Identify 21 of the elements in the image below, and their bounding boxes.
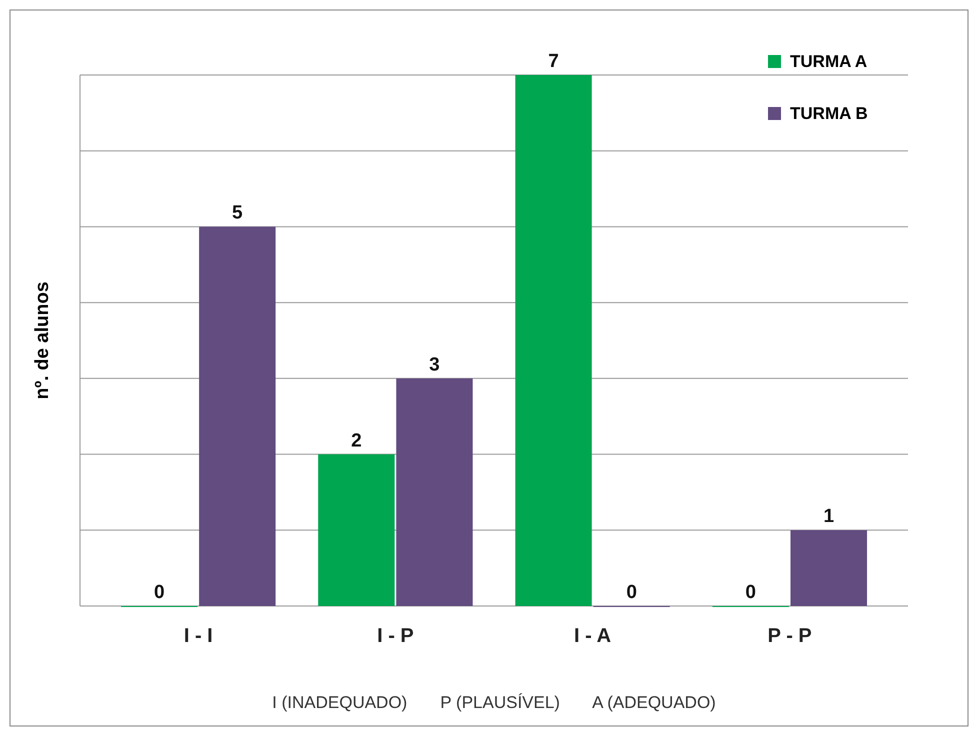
x-axis-title: I (INADEQUADO) P (PLAUSÍVEL) A (ADEQUADO): [272, 693, 716, 712]
x-tick-label: I - A: [574, 625, 612, 648]
x-tick-label: I - P: [377, 625, 414, 648]
data-label: 7: [548, 51, 559, 72]
y-axis-title: nº. de alunos: [32, 282, 53, 400]
data-label: 5: [232, 202, 244, 224]
bar: [199, 226, 276, 606]
data-label: 1: [823, 506, 834, 528]
bar: [515, 75, 592, 606]
legend-label: TURMA A: [790, 52, 868, 71]
data-label: 2: [351, 430, 362, 452]
data-label: 0: [626, 582, 637, 603]
x-tick-label: I - I: [184, 625, 213, 648]
data-label: 0: [745, 582, 756, 603]
x-tick-label: P - P: [768, 625, 812, 648]
bar: [790, 530, 868, 606]
bar: [318, 454, 395, 606]
data-label: 3: [429, 354, 440, 376]
data-label: 0: [154, 582, 165, 603]
bar: [396, 378, 473, 606]
legend-label: TURMA B: [790, 104, 868, 123]
